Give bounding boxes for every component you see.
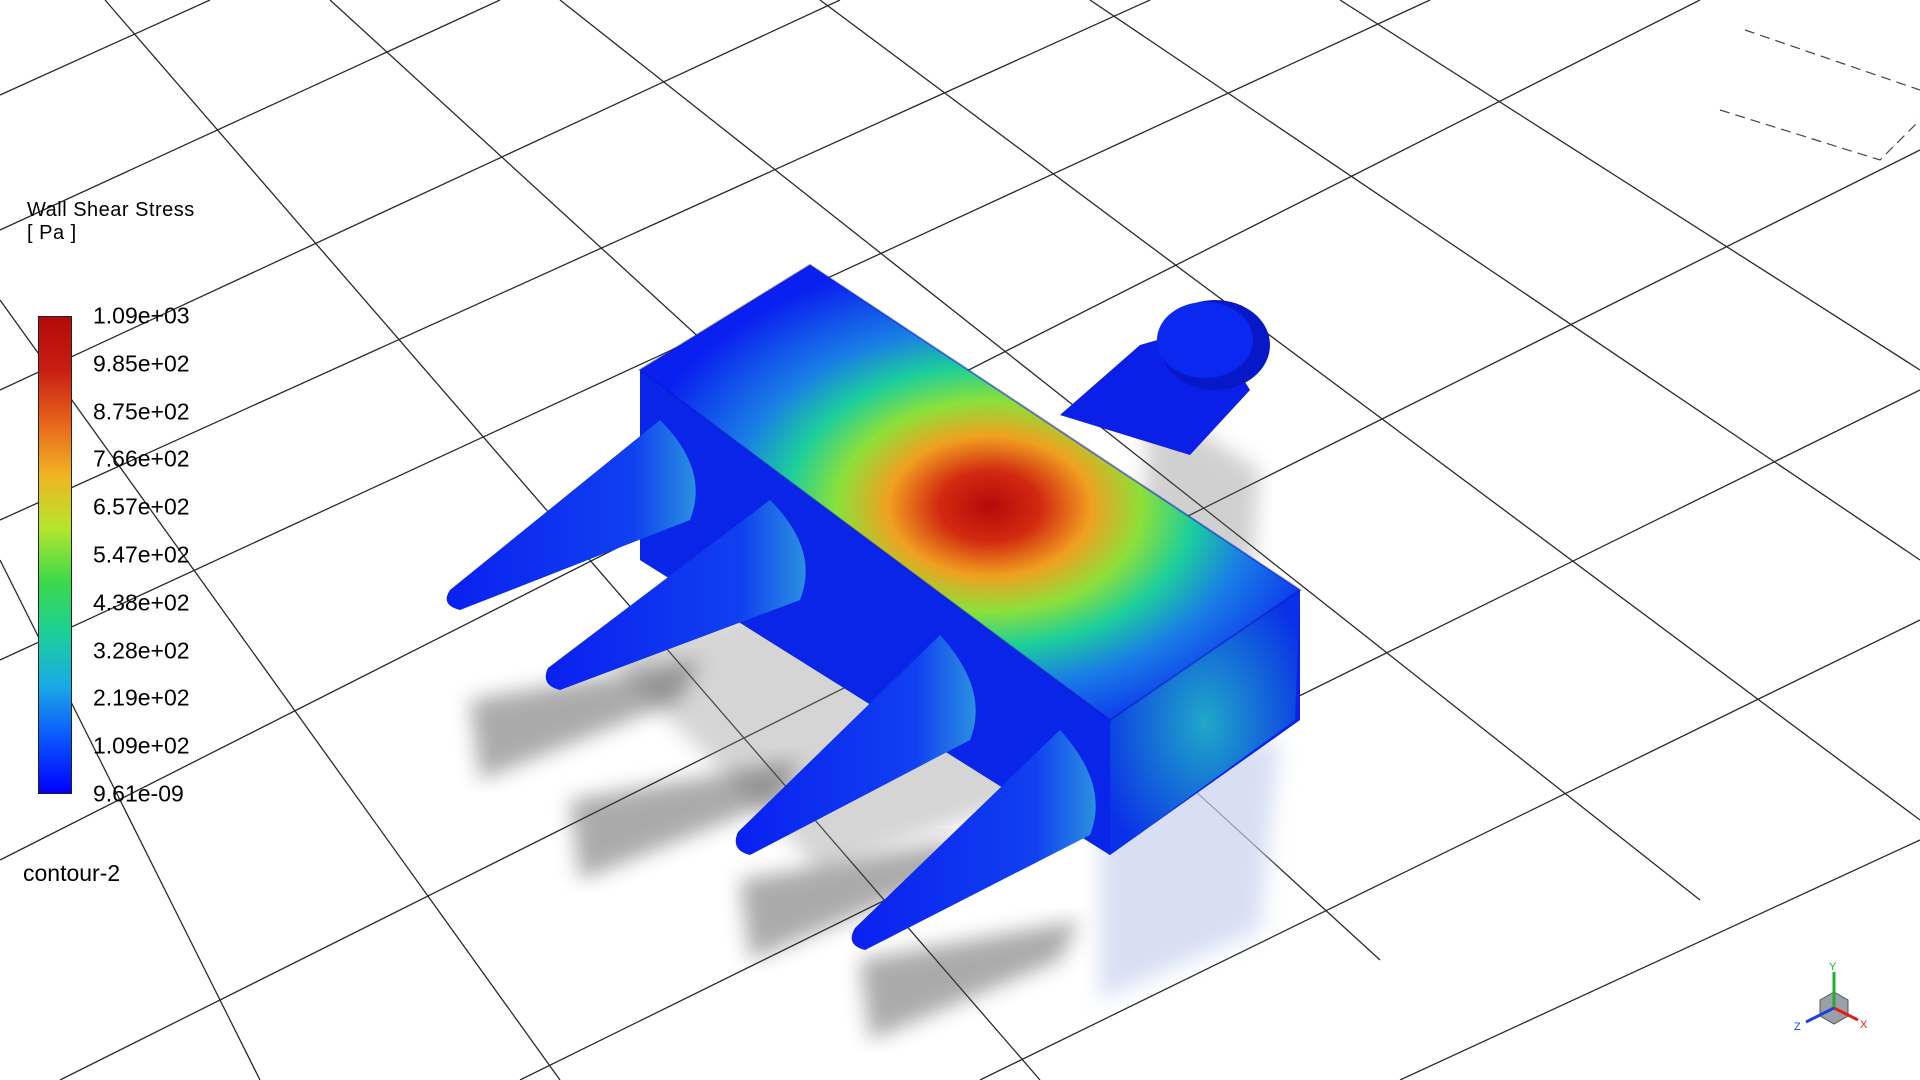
outlet-cones bbox=[446, 420, 1096, 950]
colorbar-tick-4: 6.57e+02 bbox=[93, 493, 190, 520]
axis-triad[interactable]: Y X Z bbox=[1794, 961, 1868, 1033]
colorbar-tick-8: 2.19e+02 bbox=[93, 684, 190, 711]
colorbar-tick-9: 1.09e+02 bbox=[93, 732, 190, 759]
colorbar-tick-7: 3.28e+02 bbox=[93, 637, 190, 664]
colorbar-tick-10: 9.61e-09 bbox=[93, 780, 184, 807]
colorbar-tick-5: 5.47e+02 bbox=[93, 541, 190, 568]
selection-outline bbox=[1719, 29, 1920, 161]
colorbar-tick-6: 4.38e+02 bbox=[93, 589, 190, 616]
triad-label-z: Z bbox=[1794, 1021, 1801, 1033]
inlet-pipe bbox=[1060, 300, 1270, 455]
outlet-cone-2 bbox=[545, 500, 806, 690]
colorbar-tick-1: 9.85e+02 bbox=[93, 350, 190, 377]
colorbar-tick-0: 1.09e+03 bbox=[93, 302, 190, 329]
legend-unit: [ Pa ] bbox=[27, 222, 77, 244]
colorbar-tick-3: 7.66e+02 bbox=[93, 445, 190, 472]
contour-name: contour-2 bbox=[23, 860, 121, 886]
outlet-cone-1 bbox=[446, 420, 696, 610]
colorbar-tick-2: 8.75e+02 bbox=[93, 398, 190, 425]
manifold-body bbox=[638, 263, 1302, 855]
outlet-cone-4 bbox=[851, 730, 1096, 950]
colorbar bbox=[38, 316, 72, 794]
triad-label-y: Y bbox=[1829, 961, 1837, 973]
outlet-cone-3 bbox=[735, 635, 976, 855]
legend-title: Wall Shear Stress bbox=[27, 199, 195, 221]
triad-label-x: X bbox=[1860, 1019, 1868, 1031]
